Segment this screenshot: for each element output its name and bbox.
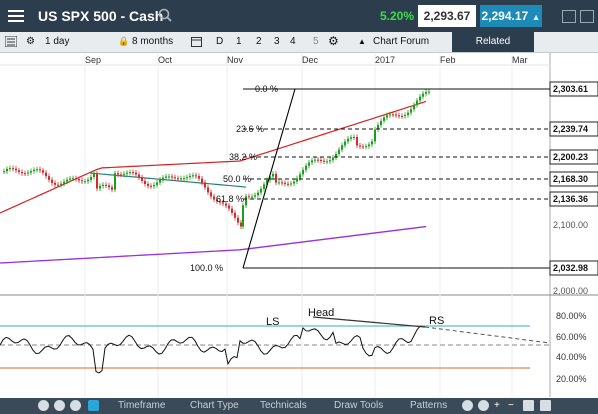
chart-type-tab[interactable]: Chart Type	[190, 400, 239, 411]
patterns-tab[interactable]: Patterns	[410, 400, 448, 411]
timeframe-tab[interactable]: Timeframe	[118, 400, 166, 411]
fib-level-label: 0.0 %	[255, 84, 278, 94]
chart-toolbar: ⚙ 1 day 🔒 8 months D 1 2 3 4 5 ⚙ ▲ Chart…	[0, 32, 598, 53]
month-label: Oct	[158, 55, 173, 65]
maximize-window-icon[interactable]	[580, 10, 594, 23]
price-tag: 2,136.36	[553, 194, 588, 204]
buy-price-button[interactable]: 2,294.17 ▲	[480, 5, 542, 27]
gear-icon[interactable]: ⚙	[26, 36, 35, 47]
sell-price-button[interactable]: 2,293.67 ▼	[418, 5, 476, 44]
price-tag: 2,200.23	[553, 152, 588, 162]
indicator-axis-label: 40.00%	[556, 352, 587, 362]
price-tag: 2,303.61	[553, 84, 588, 94]
month-label: Mar	[512, 55, 528, 65]
price-tag: 2,239.74	[553, 124, 588, 134]
calendar-icon[interactable]	[191, 36, 202, 47]
ask-price: 2,294.17	[481, 9, 529, 23]
refresh-icon[interactable]	[38, 400, 49, 411]
right-shoulder-label: RS	[429, 315, 444, 327]
zoom-plus-icon[interactable]: +	[494, 400, 500, 411]
technicals-tab[interactable]: Technicals	[260, 400, 307, 411]
interval-select[interactable]: 1 day	[45, 36, 70, 47]
fib-level-label: 61.8 %	[216, 194, 244, 204]
bottom-toolbar: Timeframe Chart Type Technicals Draw Too…	[0, 398, 598, 414]
bid-price: 2,293.67	[423, 9, 471, 23]
indicator-axis-label: 20.00%	[556, 374, 587, 384]
left-shoulder-label: LS	[266, 316, 279, 328]
no-entry-icon[interactable]	[54, 400, 65, 411]
restore-window-icon[interactable]	[562, 10, 576, 23]
layout-4-button[interactable]: 4	[290, 36, 296, 47]
price-tag: 2,032.98	[553, 263, 588, 273]
forum-expand-icon[interactable]: ▲	[358, 37, 366, 46]
up-arrow-icon: ▲	[531, 12, 541, 22]
arrows-icon[interactable]	[478, 400, 489, 411]
settings-icon[interactable]: ⚙	[328, 34, 339, 48]
change-percent: 5.20%	[380, 9, 415, 23]
fib-level-label: 100.0 %	[190, 263, 223, 273]
month-label: Dec	[302, 55, 319, 65]
related-button[interactable]: Related	[452, 32, 534, 52]
price-tag: 2,168.30	[553, 174, 588, 184]
instrument-title: US SPX 500 - Cash	[38, 8, 164, 24]
price-axis-label: 2,000.00	[553, 286, 588, 296]
fib-level-label: 50.0 %	[223, 174, 251, 184]
month-label: Sep	[85, 55, 101, 65]
fib-level-label: 23.6 %	[236, 124, 264, 134]
chart-forum-button[interactable]: Chart Forum	[373, 36, 430, 47]
month-label: 2017	[375, 55, 395, 65]
layout-1-button[interactable]: 1	[236, 36, 242, 47]
menu-icon[interactable]	[8, 9, 24, 23]
month-label: Feb	[440, 55, 456, 65]
fib-level-label: 38.2 %	[229, 152, 257, 162]
related-label: Related	[475, 36, 511, 47]
title-bar: US SPX 500 - Cash 5.20% 2,293.67 ▼ 2,294…	[0, 0, 598, 44]
price-axis-label: 2,100.00	[553, 220, 588, 230]
price-chart[interactable]: Sep Oct Nov Dec 2017 Feb Mar 0.0 % 23.6 % 38.2 %…	[0, 53, 598, 397]
month-label: Nov	[227, 55, 244, 65]
close-panel-icon[interactable]	[540, 400, 551, 411]
draw-mode-button[interactable]: D	[216, 36, 224, 47]
head-label: Head	[308, 307, 334, 319]
grid-icon[interactable]	[70, 400, 81, 411]
search-icon[interactable]	[158, 8, 172, 22]
zoom-minus-icon[interactable]: −	[508, 400, 514, 411]
indicator-axis-label: 80.00%	[556, 311, 587, 321]
draw-tools-tab[interactable]: Draw Tools	[334, 400, 384, 411]
lock-icon[interactable]: 🔒	[118, 36, 130, 46]
layout-5-button[interactable]: 5	[313, 36, 319, 47]
info-icon[interactable]	[462, 400, 473, 411]
layout-3-button[interactable]: 3	[274, 36, 280, 47]
zoom-out-icon[interactable]	[88, 400, 99, 411]
list-icon[interactable]	[5, 36, 17, 47]
fullscreen-icon[interactable]	[523, 400, 534, 411]
layout-2-button[interactable]: 2	[256, 36, 262, 47]
range-select[interactable]: 8 months	[132, 36, 174, 47]
indicator-axis-label: 60.00%	[556, 332, 587, 342]
